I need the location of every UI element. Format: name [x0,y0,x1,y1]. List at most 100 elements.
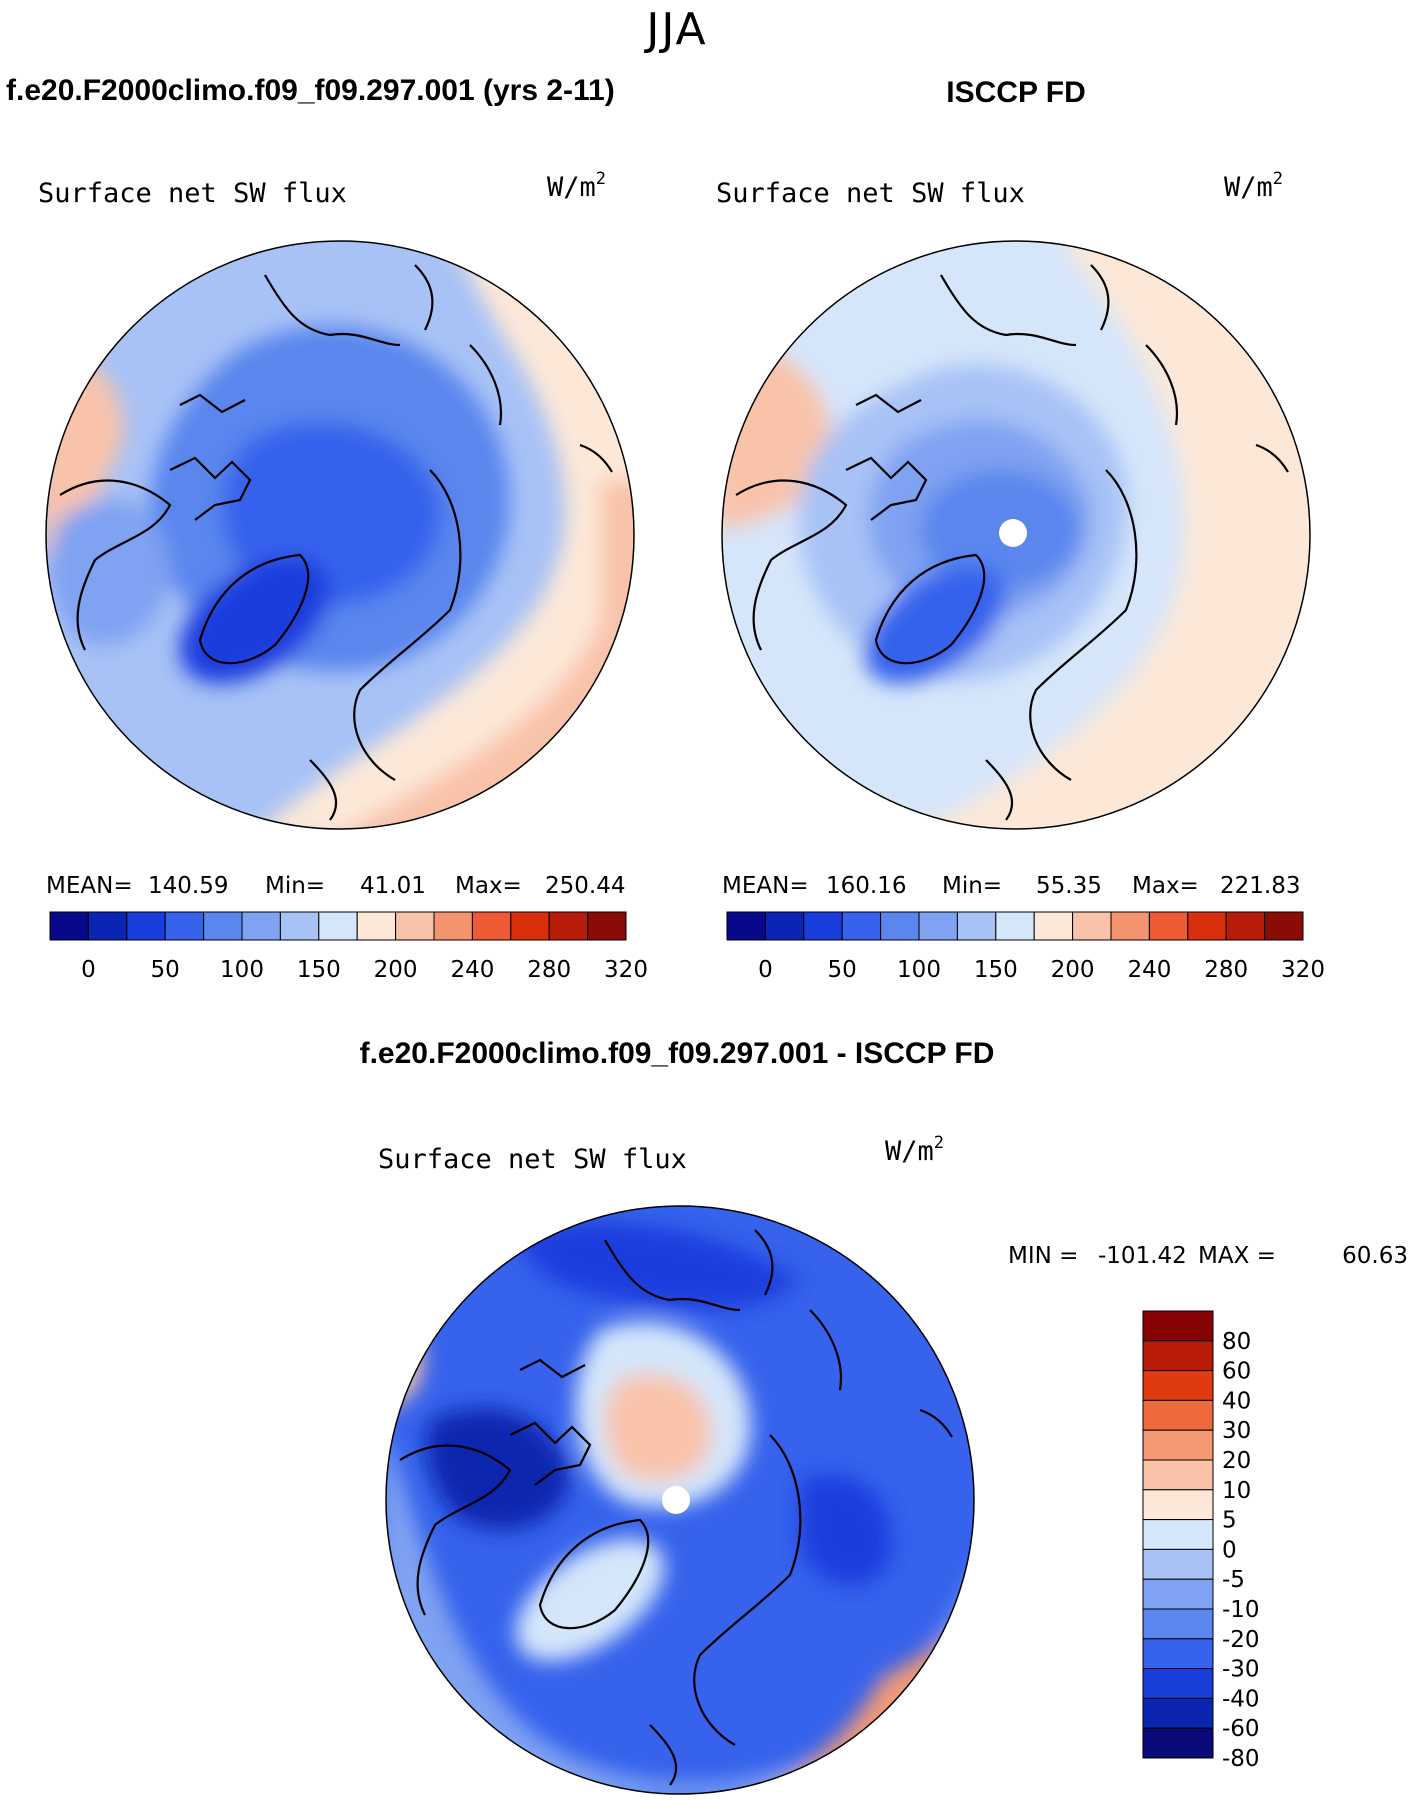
panel-model-colorbar-tick: 0 [81,957,96,983]
panel-model-min-label: Min= [265,873,325,899]
panel-obs-variable: Surface net SW flux [716,178,1025,209]
panel-model-map-boundary [45,240,635,830]
panel-obs-coastlines [735,264,1289,821]
panel-difference-colorbar-swatch [1142,1370,1214,1401]
panel-difference-missing-pole [662,1486,690,1514]
panel-model-units-base: W/m [547,172,596,203]
panel-difference-colorbar-tick: -5 [1222,1567,1245,1593]
panel-difference-colorbar-tick: 40 [1222,1388,1251,1414]
panel-model-colorbar-tick: 150 [297,957,341,983]
panel-model-colorbar: 0 50 100 150 200 240 280 320 [49,911,648,983]
panel-difference-map-boundary [385,1205,975,1795]
panel-difference-units-exp: 2 [934,1133,944,1153]
panel-difference-min-value: -101.42 [1098,1243,1187,1269]
panel-obs-colorbar-tick: 0 [758,957,773,983]
panel-obs-colorbar-swatch [1225,911,1266,941]
panel-model-colorbar-swatch [471,911,512,941]
panel-obs-colorbar-tick: 150 [974,957,1018,983]
panel-obs-colorbar-swatch [1148,911,1189,941]
panel-difference-stats: MIN = -101.42 MAX = 60.63 [1008,1243,1408,1269]
panel-model-colorbar-swatch [203,911,243,941]
panel-obs-colorbar-tick: 280 [1204,957,1248,983]
panel-difference-map [386,1206,974,1794]
panel-model-colorbar-swatch [126,911,166,941]
panel-model-colorbar-swatch [49,911,89,941]
panel-model-units-exp: 2 [596,169,606,189]
panel-difference-colorbar-swatch [1142,1429,1214,1461]
panel-difference-variable: Surface net SW flux [378,1144,687,1175]
panel-obs-colorbar-tick: 320 [1281,957,1325,983]
panel-difference-colorbar-tick: 30 [1222,1418,1251,1444]
panel-difference-colorbar-tick: -20 [1222,1627,1260,1653]
panel-difference-colorbar-swatch [1142,1340,1214,1372]
panel-model-coastlines [59,264,613,821]
panel-model-colorbar-swatch [318,911,358,941]
panel-obs-colorbar-tick: 50 [828,957,857,983]
panel-obs-field-warm-east [900,241,1310,829]
panel-model-max-label: Max= [455,873,522,899]
panel-model-colorbar-tick: 100 [220,957,264,983]
panel-obs: Surface net SW flux W/m2 [716,169,1325,983]
panel-obs-colorbar-swatch [880,911,920,941]
panel-obs-colorbar-swatch [918,911,958,941]
panel-obs-colorbar-swatch [1033,911,1074,941]
panel-obs-colorbar-swatch [764,911,805,941]
panel-difference-colorbar-tick: -30 [1222,1657,1260,1683]
panel-difference-colorbar-tick: 20 [1222,1448,1251,1474]
panel-difference-field-greenland [515,1538,665,1662]
panel-difference: Surface net SW flux W/m2 [378,1133,1408,1795]
panel-difference-colorbar-swatch [1142,1399,1214,1431]
panel-obs-colorbar: 0 50 100 150 200 240 280 320 [726,911,1325,983]
panel-difference-colorbar-swatch [1142,1697,1214,1729]
panel-model-colorbar-tick: 50 [151,957,180,983]
panel-difference-colorbar-swatch [1142,1459,1214,1491]
panel-difference-min-label: MIN = [1008,1243,1078,1269]
panel-difference-colorbar-tick: -60 [1222,1716,1260,1742]
panel-obs-max-value: 221.83 [1220,873,1300,899]
panel-difference-colorbar-swatch [1142,1608,1214,1640]
panel-difference-colorbar-tick: -10 [1222,1597,1260,1623]
panel-model-colorbar-swatch [548,911,589,941]
panel-obs-missing-pole [999,519,1027,547]
panel-obs-colorbar-swatch [995,911,1035,941]
panel-model-units: W/m2 [547,169,606,203]
panel-obs-colorbar-swatch [1110,911,1150,941]
panel-difference-colorbar-tick: 0 [1222,1537,1237,1563]
panel-obs-units-exp: 2 [1273,169,1283,189]
panel-obs-colorbar-tick: 240 [1127,957,1171,983]
panel-model-max-value: 250.44 [545,873,625,899]
panel-model-colorbar-swatch [433,911,473,941]
panel-model-colorbar-tick: 240 [450,957,494,983]
panel-model-mean-value: 140.59 [148,873,228,899]
panel-difference-units: W/m2 [885,1133,944,1167]
panel-difference-colorbar-tick: 10 [1222,1478,1251,1504]
season-title: JJA [643,4,707,55]
panel-difference-colorbar-swatch [1142,1548,1214,1580]
panel-model-colorbar-swatch [241,911,281,941]
panel-difference-colorbar: 80 60 40 30 20 10 5 0 -5 -10 -20 -30 -40 -60 -80 [1142,1310,1260,1772]
panel-difference-max-value: 60.63 [1342,1243,1408,1269]
panel-difference-colorbar-swatch [1142,1668,1214,1699]
panel-model-colorbar-swatch [279,911,320,941]
panel-difference-colorbar-tick: -40 [1222,1686,1260,1712]
panel-difference-colorbar-tick: 60 [1222,1359,1251,1385]
panel-model-colorbar-swatch [356,911,397,941]
panel-difference-colorbar-swatch [1142,1489,1214,1521]
panel-model-colorbar-swatch [164,911,205,941]
panel-obs-colorbar-swatch [841,911,882,941]
panel-difference-units-base: W/m [885,1136,934,1167]
panel-obs-colorbar-tick: 200 [1051,957,1095,983]
panel-difference-colorbar-swatch [1142,1578,1214,1610]
panel-difference-colorbar-swatch [1142,1310,1214,1342]
panel-obs-colorbar-swatch [1187,911,1227,941]
panel-difference-field-dark-west [426,1408,570,1530]
panel-model-colorbar-swatch [510,911,550,941]
panel-model-map [46,241,634,829]
panel-obs-colorbar-swatch [803,911,843,941]
panel-difference-colorbar-swatch [1142,1638,1214,1670]
panel-obs-mean-value: 160.16 [826,873,906,899]
panel-model-stats: MEAN= 140.59 Min= 41.01 Max= 250.44 [46,873,625,899]
panel-model-colorbar-tick: 280 [527,957,571,983]
panel-model-field-greenland [179,556,331,684]
